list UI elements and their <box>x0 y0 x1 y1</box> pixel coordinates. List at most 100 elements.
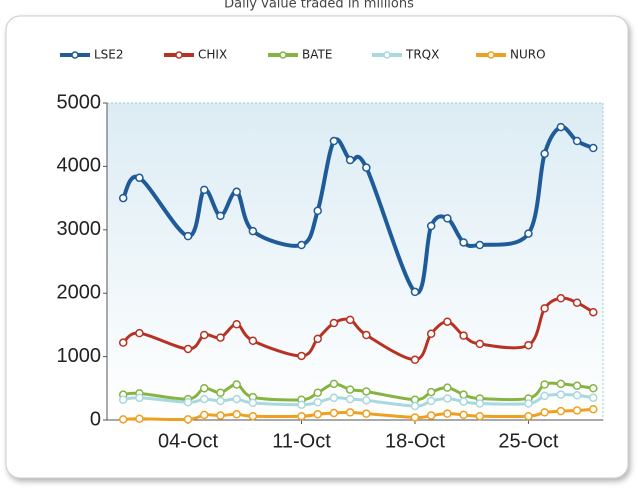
point <box>443 383 452 392</box>
point <box>297 400 306 410</box>
point <box>248 411 258 421</box>
point <box>216 333 225 342</box>
x-tick-label: 04-Oct <box>158 430 218 452</box>
point <box>313 206 322 216</box>
series-line <box>123 381 594 402</box>
point <box>556 122 566 132</box>
point <box>232 410 241 419</box>
point <box>556 379 566 389</box>
legend-label: BATE <box>302 48 332 62</box>
point <box>200 384 209 393</box>
x-tick-label: 18-Oct <box>385 430 445 452</box>
y-tick-label: 1000 <box>57 345 102 367</box>
point <box>135 328 144 338</box>
point <box>248 226 258 236</box>
point <box>459 410 468 420</box>
point <box>345 408 355 417</box>
y-tick-label: 3000 <box>57 218 102 240</box>
point <box>443 214 452 223</box>
point <box>216 396 225 406</box>
point <box>232 320 241 329</box>
point <box>362 387 371 396</box>
series-line <box>123 407 594 422</box>
legend-marker <box>175 51 183 59</box>
point <box>524 411 533 421</box>
chart-title: Daily value traded in millions <box>224 0 414 12</box>
point <box>426 387 436 397</box>
point <box>426 329 436 339</box>
point <box>135 414 144 423</box>
point <box>362 409 371 418</box>
point <box>345 315 355 325</box>
point <box>589 143 598 153</box>
point <box>443 394 452 403</box>
point <box>313 388 322 397</box>
point <box>118 395 128 404</box>
point <box>410 401 420 411</box>
point <box>572 381 582 391</box>
point <box>410 355 420 365</box>
point <box>443 409 452 418</box>
point <box>135 393 144 403</box>
legend-label: LSE2 <box>94 48 124 62</box>
point <box>362 330 371 340</box>
point <box>475 411 485 421</box>
point <box>572 298 582 307</box>
point <box>200 185 209 195</box>
point <box>540 391 549 401</box>
point <box>329 318 339 328</box>
point <box>345 155 355 165</box>
legend-label: CHIX <box>198 48 227 62</box>
point <box>297 240 306 250</box>
point <box>183 344 193 354</box>
point <box>248 336 258 345</box>
y-tick-label: 5000 <box>57 91 102 113</box>
point <box>556 294 566 303</box>
series-line <box>122 393 594 408</box>
legend-marker <box>487 51 495 59</box>
point <box>248 398 258 408</box>
point <box>459 390 468 399</box>
point <box>540 408 549 417</box>
point <box>572 406 582 415</box>
point <box>232 187 241 197</box>
point <box>540 304 549 313</box>
point <box>329 393 339 403</box>
point <box>475 399 485 408</box>
x-tick-label: 11-Oct <box>272 430 331 452</box>
point <box>232 394 241 404</box>
point <box>345 394 355 404</box>
point <box>589 393 598 403</box>
point <box>540 380 549 389</box>
point <box>200 410 209 420</box>
series-line <box>122 296 595 362</box>
point <box>556 390 566 399</box>
point <box>232 380 241 389</box>
legend-label: NURO <box>510 48 546 62</box>
point <box>589 404 598 414</box>
point <box>524 340 533 350</box>
point <box>118 193 128 203</box>
point <box>183 231 193 241</box>
point <box>313 334 322 344</box>
point <box>459 331 468 340</box>
point <box>459 238 468 247</box>
y-tick-label: 4000 <box>57 155 102 177</box>
point <box>589 384 598 393</box>
y-tick-label: 2000 <box>57 281 102 303</box>
point <box>216 411 225 420</box>
point <box>572 136 582 146</box>
plot-area <box>106 102 604 421</box>
point <box>475 240 485 250</box>
point <box>313 410 322 419</box>
point <box>216 388 225 397</box>
point <box>426 221 436 231</box>
point <box>589 307 598 317</box>
x-tick-label: 25-Oct <box>498 430 558 452</box>
point <box>426 411 436 420</box>
series-line <box>121 124 595 295</box>
legend-marker <box>279 51 287 59</box>
point <box>345 385 355 394</box>
